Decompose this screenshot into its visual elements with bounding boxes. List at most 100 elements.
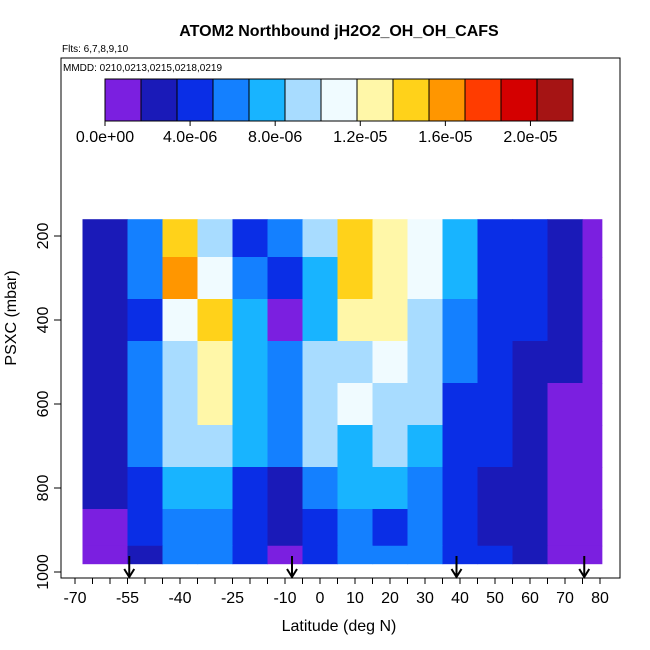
heatmap-cell [477,257,514,300]
heatmap-cell [82,467,129,510]
heatmap-cell [197,299,234,342]
heatmap-cell [232,299,269,342]
heatmap-cell [477,219,514,258]
heatmap-cell [372,299,409,342]
heatmap-cell [82,383,129,426]
heatmap-cell [197,341,234,384]
heatmap-cell [197,383,234,426]
colorbar-bin [357,79,394,121]
heatmap-cell [197,467,234,510]
heatmap-cell [162,467,199,510]
x-axis-tick-label: 20 [381,590,399,607]
colorbar-bin [537,79,574,121]
heatmap-cell [477,383,514,426]
x-axis-tick-label: 0 [316,590,325,607]
heatmap-cell [547,257,584,300]
heatmap-cell [197,219,234,258]
heatmap-cell [127,545,164,565]
colorbar-frame [104,78,574,122]
heatmap-cell [337,257,374,300]
heatmap-cell [407,219,444,258]
colorbar-bin [213,79,250,121]
heatmap-cell [162,509,199,547]
heatmap-cell [407,509,444,547]
heatmap-cell [232,383,269,426]
heatmap-cell [372,257,409,300]
heatmap-cell [442,219,479,258]
x-axis-tick-label: 80 [591,590,609,607]
heatmap-cell [477,341,514,384]
heatmap-cell [477,299,514,342]
heatmap-cell [337,341,374,384]
heatmap-cell [512,257,549,300]
heatmap-cell [127,219,164,258]
heatmap-cell [232,467,269,510]
heatmap-cell [162,257,199,300]
colorbar-ticks: 0.0e+00 4.0e-06 8.0e-06 1.2e-05 1.6e-05 2.0e-… [76,121,558,146]
x-axis-tick-label: 30 [416,590,434,607]
plot-border [60,57,621,579]
profile-arrow-head [450,568,463,579]
flight-profile-markers [123,556,591,579]
heatmap-cell [267,467,304,510]
heatmap-cell [127,299,164,342]
heatmap-cell [337,425,374,468]
heatmap-cell [372,545,409,565]
heatmap-cell [372,509,409,547]
heatmap-cell [302,383,339,426]
heatmap-cell [337,545,374,565]
y-axis-tick-label: 1000 [35,554,52,590]
x-axis: -70 -55 -40 -25 -10 0 10 20 30 40 50 60 70 80 [63,578,609,607]
colorbar-bin [429,79,466,121]
heatmap-cell [442,425,479,468]
heatmap-cell [407,383,444,426]
heatmap-cell [302,341,339,384]
colorbar-bins [105,79,574,121]
x-axis-tick-label: 10 [346,590,364,607]
colorbar-tick-label: 0.0e+00 [76,129,134,146]
y-axis-tick-label: 600 [35,391,52,418]
x-axis-tick-label: -40 [168,590,191,607]
heatmap-cell [547,383,584,426]
heatmap-cell [407,467,444,510]
heatmap-cell [267,257,304,300]
heatmap-cell [477,425,514,468]
x-axis-tick-label: 70 [556,590,574,607]
heatmap-cell [302,299,339,342]
heatmap-cell [512,219,549,258]
heatmap-cell [232,509,269,547]
flights-note: Flts: 6,7,8,9,10 [62,44,129,55]
heatmap-cell [302,467,339,510]
heatmap-cell [547,467,584,510]
heatmap-cell [232,425,269,468]
x-axis-label: Latitude (deg N) [282,618,397,635]
heatmap-cell [337,467,374,510]
heatmap-cell [302,509,339,547]
heatmap-cell [232,257,269,300]
colorbar-bin [321,79,358,121]
heatmap-cell [547,425,584,468]
heatmap-cell [477,545,514,565]
profile-arrow-head [286,568,298,579]
heatmap-cell [162,341,199,384]
heatmap-cell [407,257,444,300]
heatmap-cell [547,341,584,384]
heatmap-cell [162,425,199,468]
heatmap-cell [547,509,584,547]
heatmap-cell [477,509,514,547]
colorbar-bin [285,79,322,121]
heatmap-cell [407,299,444,342]
chart-title: ATOM2 Northbound jH2O2_OH_OH_CAFS [179,23,499,40]
heatmap-cell [82,545,129,565]
colorbar-bin [105,79,142,121]
y-axis-tick-label: 200 [35,223,52,250]
heatmap-cell [582,545,603,565]
x-axis-tick-label: -25 [221,590,244,607]
heatmap-cell [442,467,479,510]
heatmap-cell [162,299,199,342]
heatmap-cell [162,219,199,258]
profile-arrow-head [578,568,591,579]
heatmap-cell [197,257,234,300]
heatmap-cell [127,257,164,300]
colorbar-bin [393,79,430,121]
